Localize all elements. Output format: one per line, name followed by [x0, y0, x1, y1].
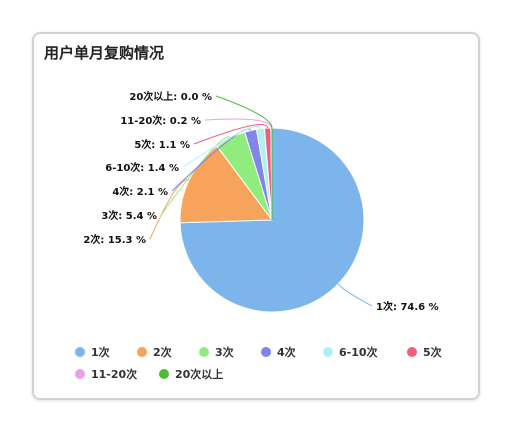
slice-label-5: 5次: 1.1 %	[134, 138, 190, 151]
connector-3	[171, 128, 251, 192]
legend-item-2[interactable]: 3次	[199, 345, 234, 359]
legend-item-7[interactable]: 20次以上	[159, 367, 223, 381]
legend-item-6[interactable]: 11-20次	[75, 367, 137, 381]
legend-label-0: 1次	[91, 345, 110, 359]
legend-item-3[interactable]: 4次	[261, 345, 296, 359]
slice-label-3: 4次: 2.1 %	[112, 185, 168, 198]
slice-label-6: 11-20次: 0.2 %	[120, 114, 201, 127]
slice-label-1: 2次: 15.3 %	[83, 233, 146, 246]
slice-label-0: 1次: 74.6 %	[376, 300, 439, 313]
legend-item-0[interactable]: 1次	[75, 345, 110, 359]
legend-label-3: 4次	[277, 345, 296, 359]
legend-label-1: 2次	[153, 345, 172, 359]
legend-label-4: 6-10次	[339, 345, 378, 359]
legend-marker-2	[199, 347, 209, 357]
legend-item-4[interactable]: 6-10次	[323, 345, 378, 359]
chart-title: 用户单月复购情况	[44, 44, 165, 62]
legend-label-2: 3次	[215, 345, 234, 359]
connector-7	[215, 95, 273, 129]
connector-4	[182, 125, 261, 168]
legend-marker-6	[75, 369, 85, 379]
legend-item-5[interactable]: 5次	[407, 345, 442, 359]
slice-label-4: 6-10次: 1.4 %	[105, 161, 179, 174]
slice-label-2: 3次: 5.4 %	[101, 209, 157, 222]
slice-label-7: 20次以上: 0.0 %	[129, 90, 212, 103]
legend-marker-3	[261, 347, 271, 357]
legend-label-6: 11-20次	[91, 367, 137, 381]
legend-marker-7	[159, 369, 169, 379]
legend-marker-5	[407, 347, 417, 357]
connector-6	[204, 118, 272, 129]
legend-label-5: 5次	[423, 345, 442, 359]
legend-marker-0	[75, 347, 85, 357]
legend-marker-1	[137, 347, 147, 357]
legend-marker-4	[323, 347, 333, 357]
connector-5	[193, 123, 269, 145]
legend-item-1[interactable]: 2次	[137, 345, 172, 359]
legend-label-7: 20次以上	[175, 367, 223, 381]
connector-2	[160, 136, 231, 216]
connector-0	[337, 283, 373, 307]
